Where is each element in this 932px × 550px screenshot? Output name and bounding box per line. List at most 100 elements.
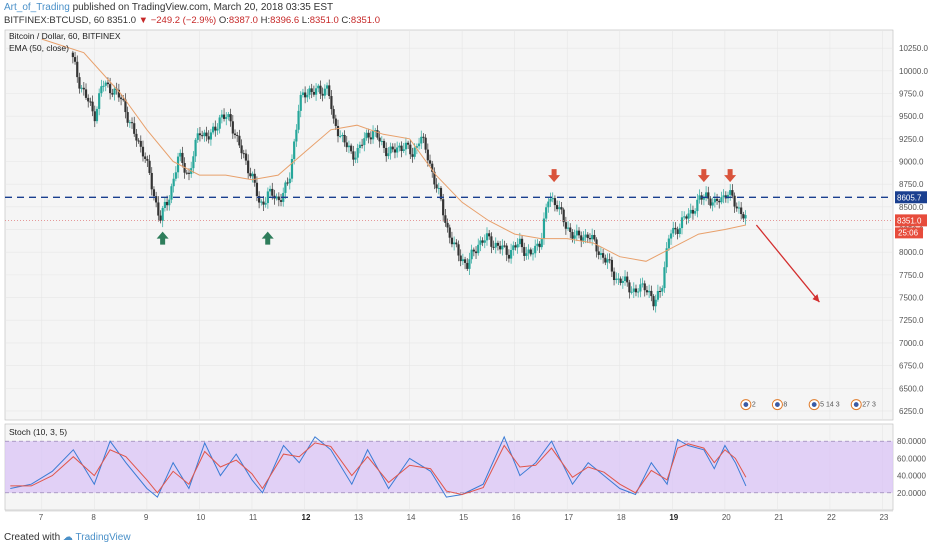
candle bbox=[284, 180, 287, 199]
candle bbox=[387, 147, 390, 160]
candle bbox=[461, 253, 464, 266]
candle bbox=[347, 140, 351, 154]
x-tick-label: 21 bbox=[774, 513, 783, 522]
tradingview-brand[interactable]: TradingView bbox=[75, 532, 131, 543]
candle-body bbox=[463, 259, 467, 263]
candle-body bbox=[735, 206, 738, 209]
candle-body bbox=[542, 218, 546, 239]
candle bbox=[76, 55, 79, 83]
candle-body bbox=[479, 240, 482, 245]
candle bbox=[634, 284, 638, 297]
candle bbox=[258, 191, 261, 209]
x-tick-label: 19 bbox=[669, 513, 678, 522]
candle bbox=[293, 138, 296, 165]
candle-body bbox=[672, 227, 675, 234]
candle-body bbox=[268, 188, 272, 192]
candle-body bbox=[365, 132, 368, 139]
candle-body bbox=[571, 232, 574, 239]
candle bbox=[161, 205, 164, 228]
candle-body bbox=[733, 195, 736, 207]
author-link[interactable]: Art_of_Trading bbox=[4, 2, 70, 13]
candle-body bbox=[435, 184, 438, 189]
candle-body bbox=[290, 159, 294, 179]
candle bbox=[358, 141, 362, 154]
candle-body bbox=[89, 101, 92, 103]
candle bbox=[562, 207, 565, 227]
candle bbox=[683, 211, 686, 220]
candle-body bbox=[737, 207, 741, 209]
candle-body bbox=[415, 146, 418, 148]
candle bbox=[133, 116, 136, 137]
candle bbox=[586, 232, 589, 244]
candle bbox=[84, 83, 88, 100]
candle bbox=[253, 168, 256, 187]
candle-body bbox=[214, 126, 217, 131]
candle-body bbox=[170, 186, 173, 200]
candle-body bbox=[314, 88, 318, 95]
candle-body bbox=[128, 122, 131, 124]
candle bbox=[310, 83, 313, 99]
candle bbox=[179, 149, 182, 162]
main-pane bbox=[4, 29, 894, 421]
candle bbox=[339, 130, 342, 139]
candle-body bbox=[516, 244, 519, 248]
candle bbox=[220, 109, 223, 124]
candle bbox=[566, 221, 570, 231]
candle-body bbox=[255, 182, 259, 197]
candle-body bbox=[446, 222, 449, 228]
published-text: published on TradingView.com, March 20, … bbox=[72, 2, 334, 13]
candle bbox=[80, 84, 83, 93]
candle-body bbox=[371, 130, 375, 140]
candle bbox=[490, 232, 493, 254]
candle bbox=[439, 186, 443, 202]
candle-body bbox=[73, 57, 77, 62]
candle bbox=[610, 256, 613, 277]
y-tick-label: 6750.0 bbox=[899, 362, 924, 371]
candle-body bbox=[244, 153, 248, 161]
candle bbox=[446, 218, 449, 233]
chart-area[interactable]: 6250.0 6500.0 6750.0 7000.0 7250.0 7500.0 7750… bbox=[0, 28, 932, 528]
candle-body bbox=[135, 133, 138, 141]
candle bbox=[104, 80, 107, 92]
candle bbox=[698, 189, 701, 204]
candle-body bbox=[306, 94, 309, 98]
candle bbox=[319, 80, 322, 99]
candle bbox=[444, 208, 447, 227]
stoch-title: Stoch (10, 3, 5) bbox=[9, 427, 67, 437]
candle bbox=[297, 104, 300, 134]
candle-body bbox=[499, 245, 502, 250]
candle bbox=[685, 214, 688, 225]
candle-body bbox=[608, 259, 611, 261]
candle-body bbox=[661, 288, 664, 292]
candle bbox=[549, 192, 552, 207]
candle-body bbox=[453, 242, 456, 245]
candle bbox=[205, 126, 208, 142]
candle-body bbox=[718, 200, 721, 203]
candle-body bbox=[477, 244, 480, 254]
y-tick-label: 9250.0 bbox=[899, 135, 924, 144]
candle bbox=[264, 196, 267, 208]
candle-body bbox=[536, 243, 539, 246]
candle-body bbox=[133, 123, 136, 134]
y-tick-label: 9000.0 bbox=[899, 158, 924, 167]
candle-body bbox=[494, 242, 497, 248]
candle-body bbox=[360, 144, 364, 146]
x-tick-label: 7 bbox=[39, 513, 44, 522]
candle-body bbox=[702, 198, 706, 200]
symbol-info: BITFINEX:BTCUSD, 60 8351.0 ▼ −249.2 (−2.… bbox=[4, 15, 380, 26]
candle-body bbox=[354, 157, 357, 160]
candle bbox=[308, 85, 311, 100]
candle bbox=[575, 224, 578, 242]
candle bbox=[722, 189, 725, 204]
candle-body bbox=[444, 215, 447, 223]
candle-body bbox=[485, 233, 489, 241]
candle-body bbox=[678, 228, 681, 234]
candle bbox=[569, 223, 572, 239]
candle bbox=[687, 208, 690, 224]
candle-body bbox=[187, 172, 191, 174]
candle bbox=[148, 154, 151, 176]
candle-body bbox=[417, 143, 421, 147]
candle-body bbox=[124, 99, 127, 113]
candle bbox=[422, 133, 425, 144]
candle bbox=[238, 129, 241, 148]
